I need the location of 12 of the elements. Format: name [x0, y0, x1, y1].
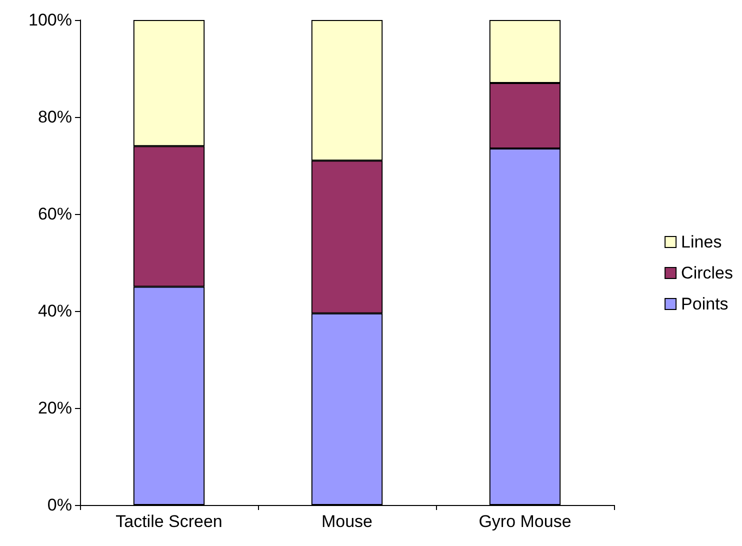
y-tick-label: 20% — [38, 398, 72, 418]
x-tick-label: Mouse — [321, 512, 373, 531]
legend-label: Circles — [681, 264, 734, 282]
legend-label: Lines — [681, 232, 722, 252]
y-tick-label: 100% — [28, 10, 72, 30]
x-tick-label: Tactile Screen — [116, 512, 222, 531]
legend-label: Points — [681, 294, 728, 314]
y-tick-label: 80% — [38, 108, 72, 126]
y-tick-label: 60% — [38, 204, 72, 224]
x-tick-label: Gyro Mouse — [478, 512, 572, 531]
y-tick-label: 0% — [47, 496, 72, 514]
y-tick-label: 40% — [38, 302, 72, 320]
